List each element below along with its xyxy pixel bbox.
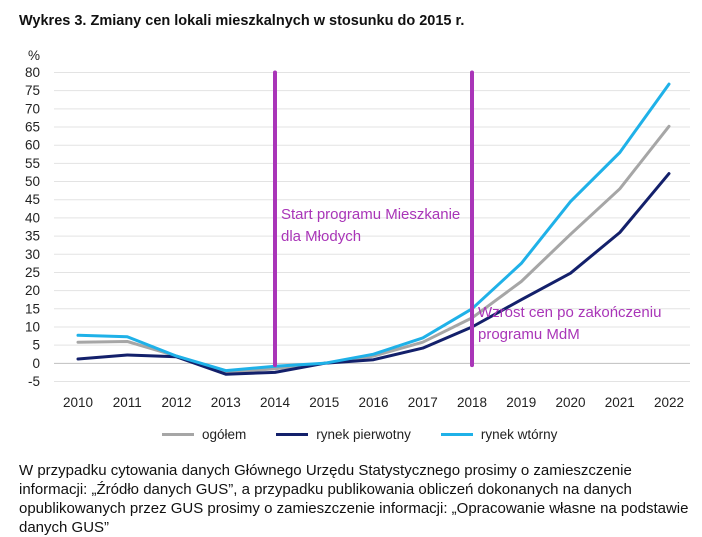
legend-item-rynek-pierwotny: rynek pierwotny	[276, 427, 411, 442]
annotation-label-2014: dla Młodych	[281, 228, 361, 245]
x-tick-label: 2019	[506, 395, 536, 410]
legend-swatch-rynek-wtorny	[440, 432, 473, 436]
x-tick-label: 2018	[457, 395, 487, 410]
annotation-label-2018: programu MdM	[478, 326, 580, 343]
legend-swatch-ogolem	[162, 432, 194, 436]
x-tick-label: 2011	[113, 395, 142, 410]
x-tick-label: 2016	[358, 395, 388, 410]
legend-label-rynek-pierwotny: rynek pierwotny	[316, 426, 411, 442]
source-note: W przypadku cytowania danych Głównego Ur…	[19, 462, 689, 536]
x-tick-label: 2022	[654, 395, 684, 410]
y-tick-label: 40	[25, 210, 40, 225]
y-tick-label: 20	[25, 283, 40, 298]
y-tick-label: 10	[25, 319, 40, 334]
x-tick-label: 2020	[555, 395, 585, 410]
chart-title: Wykres 3. Zmiany cen lokali mieszkalnych…	[19, 13, 465, 29]
y-tick-label: 50	[25, 174, 40, 189]
legend-swatch-rynek-pierwotny	[276, 432, 309, 436]
y-tick-label: 70	[25, 101, 40, 116]
y-tick-label: 75	[25, 83, 40, 98]
y-tick-label: 15	[25, 301, 40, 316]
legend-item-ogolem: ogółem	[162, 427, 246, 442]
x-tick-label: 2015	[309, 395, 339, 410]
y-tick-label: 55	[25, 156, 40, 171]
x-tick-label: 2014	[260, 395, 291, 410]
y-axis-unit-label: %	[28, 48, 40, 63]
y-tick-label: 60	[25, 138, 40, 153]
y-tick-label: 5	[32, 338, 40, 353]
x-tick-label: 2013	[211, 395, 241, 410]
y-tick-label: 30	[25, 247, 40, 262]
series-line-rynek-pierwotny	[76, 172, 671, 376]
legend-item-rynek-wtorny: rynek wtórny	[440, 426, 558, 442]
legend-label-ogolem: ogółem	[202, 426, 247, 442]
y-tick-label: 65	[25, 120, 40, 135]
x-tick-label: 2021	[605, 395, 635, 410]
chart-legend: ogółem rynek pierwotny rynek wtórny	[162, 425, 587, 443]
y-tick-label: 0	[32, 356, 40, 371]
y-tick-label: 80	[25, 65, 40, 80]
y-tick-label: 35	[25, 229, 40, 244]
y-tick-label: 45	[25, 192, 40, 207]
y-tick-label: 25	[25, 265, 40, 280]
legend-label-rynek-wtorny: rynek wtórny	[480, 426, 558, 442]
x-tick-label: 2010	[63, 395, 93, 410]
series-line-rynek-wtorny	[76, 82, 671, 373]
annotation-label-2014: Start programu Mieszkanie	[281, 206, 460, 223]
annotation-label-2018: Wzrost cen po zakończeniu	[478, 304, 661, 321]
x-tick-label: 2017	[408, 395, 438, 410]
y-tick-label: -5	[28, 374, 40, 389]
x-tick-label: 2012	[161, 395, 191, 410]
